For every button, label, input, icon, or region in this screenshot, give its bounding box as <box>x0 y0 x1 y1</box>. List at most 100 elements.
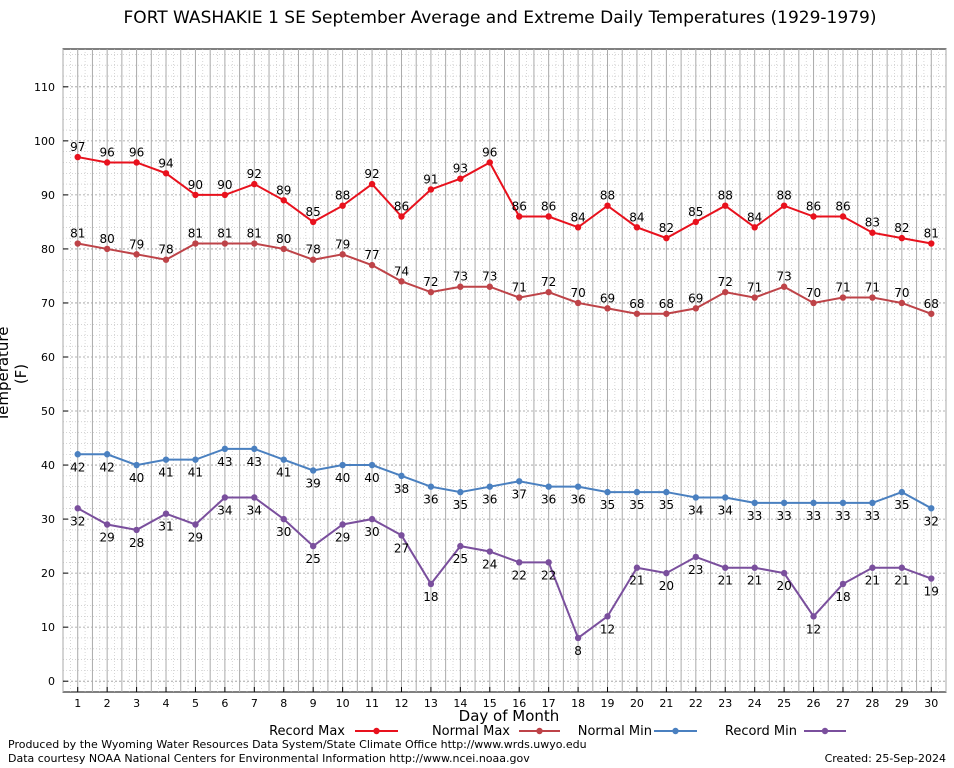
x-tick-label: 15 <box>483 697 497 710</box>
normal-max-point <box>251 240 258 247</box>
record-max-data-label: 88 <box>600 189 615 203</box>
record-min-data-label: 18 <box>423 590 438 604</box>
normal-max-data-label: 72 <box>718 275 733 289</box>
normal-min-point <box>574 483 582 490</box>
record-max-point <box>604 202 611 209</box>
legend-marker-record-min <box>821 727 829 735</box>
record-min-data-label: 24 <box>482 558 497 572</box>
x-tick-label: 1 <box>74 697 81 710</box>
record-max-data-label: 88 <box>335 189 350 203</box>
record-max-data-label: 84 <box>747 210 762 224</box>
normal-min-point <box>486 483 493 490</box>
normal-min-data-label: 36 <box>541 493 556 507</box>
record-max-point <box>516 213 523 220</box>
x-tick-label: 16 <box>512 697 526 710</box>
normal-min-data-label: 33 <box>806 509 821 523</box>
normal-min-data-label: 42 <box>100 460 115 474</box>
record-max-point <box>898 234 906 242</box>
normal-max-point <box>574 299 582 307</box>
x-tick-label: 14 <box>453 697 467 710</box>
record-min-data-label: 29 <box>100 530 115 544</box>
x-tick-label: 28 <box>865 697 879 710</box>
record-max-data-label: 94 <box>158 156 173 170</box>
record-max-point <box>692 218 700 226</box>
normal-min-point <box>780 499 788 507</box>
normal-min-point <box>339 461 346 469</box>
record-max-data-label: 81 <box>924 227 939 241</box>
x-tick-label: 6 <box>221 697 228 710</box>
record-max-point <box>722 202 729 209</box>
record-max-point <box>398 213 405 220</box>
normal-max-point <box>604 305 611 312</box>
normal-min-data-label: 34 <box>688 503 703 517</box>
normal-max-data-label: 68 <box>659 297 674 311</box>
normal-min-data-label: 39 <box>306 476 321 490</box>
record-min-point <box>221 494 229 501</box>
normal-max-point <box>457 283 464 290</box>
x-tick-label: 29 <box>895 697 909 710</box>
record-max-data-label: 91 <box>423 172 438 186</box>
normal-max-data-label: 74 <box>394 264 409 278</box>
legend-label-record-max: Record Max <box>269 724 345 739</box>
normal-max-data-label: 68 <box>924 297 939 311</box>
record-max-point <box>368 180 376 188</box>
record-max-point <box>574 224 582 231</box>
record-min-data-label: 27 <box>394 541 409 555</box>
record-max-point <box>74 153 81 161</box>
record-min-line <box>77 496 932 640</box>
x-tick-label: 11 <box>365 697 379 710</box>
normal-max-data-label: 70 <box>570 286 585 300</box>
record-min-point <box>251 494 258 501</box>
record-max-point <box>839 213 847 220</box>
normal-min-point <box>663 488 670 496</box>
normal-min-data-label: 43 <box>247 455 262 469</box>
normal-min-point <box>751 499 758 507</box>
record-max-point <box>810 213 817 220</box>
record-max-data-label: 86 <box>835 200 850 214</box>
normal-max-data-label: 69 <box>688 291 703 305</box>
normal-min-data-label: 38 <box>394 482 409 496</box>
normal-min-point <box>368 461 376 469</box>
normal-max-data-label: 77 <box>364 248 379 262</box>
record-min-data-label: 21 <box>865 574 880 588</box>
legend-marker-normal-max <box>536 727 543 735</box>
created-date: Created: 25-Sep-2024 <box>824 752 946 765</box>
record-max-point <box>427 186 435 193</box>
normal-min-point <box>516 478 523 485</box>
record-min-data-label: 21 <box>718 574 733 588</box>
x-tick-label: 8 <box>280 697 287 710</box>
normal-min-data-label: 41 <box>158 466 173 480</box>
y-tick-label: 30 <box>41 513 55 526</box>
record-min-data-label: 25 <box>306 552 321 566</box>
record-min-point <box>898 564 906 571</box>
record-max-point <box>663 234 670 242</box>
normal-min-point <box>309 467 317 474</box>
normal-max-data-label: 73 <box>482 270 497 284</box>
record-min-point <box>280 515 287 523</box>
normal-min-point <box>162 456 170 463</box>
normal-min-data-label: 33 <box>865 509 880 523</box>
legend: Record Max Normal Max Normal Min Record Min <box>269 724 846 739</box>
normal-min-point <box>545 483 552 490</box>
normal-max-point <box>309 256 317 263</box>
legend-label-normal-max: Normal Max <box>432 724 510 739</box>
y-tick-label: 40 <box>41 459 55 472</box>
normal-min-point <box>839 499 847 507</box>
record-min-point <box>839 580 847 588</box>
record-min-point <box>103 521 111 528</box>
normal-max-point <box>780 283 788 290</box>
x-tick-label: 19 <box>601 697 615 710</box>
major-grid <box>62 49 947 692</box>
y-tick-label: 10 <box>41 621 55 634</box>
record-min-point <box>692 553 700 561</box>
record-max-data-label: 84 <box>570 210 585 224</box>
record-min-point <box>663 569 670 577</box>
data-courtesy: Data courtesy NOAA National Centers for … <box>8 752 530 765</box>
x-tick-label: 22 <box>689 697 703 710</box>
normal-max-point <box>545 288 552 296</box>
normal-min-line <box>77 447 932 510</box>
y-tick-label: 50 <box>41 405 55 418</box>
record-min-point <box>457 542 464 550</box>
record-min-point <box>427 580 435 588</box>
normal-max-point <box>192 240 199 247</box>
